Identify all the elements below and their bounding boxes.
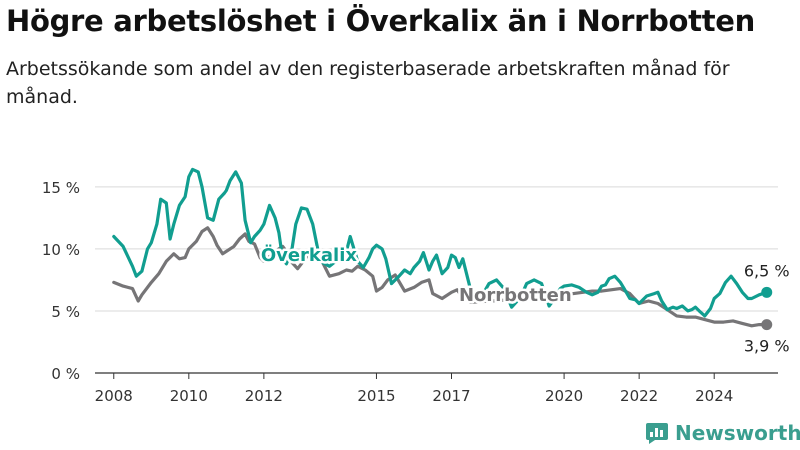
y-tick-label: 5 % [51,303,80,321]
x-tick-label: 2012 [245,387,283,405]
brand-name: Newsworthy [675,421,800,445]
x-tick-label: 2022 [620,387,658,405]
series-label-norrbotten: Norrbotten [459,285,572,306]
end-label-norrbotten: 3,9 % [744,337,790,356]
chart-title: Högre arbetslöshet i Överkalix än i Norr… [6,4,756,38]
x-tick-label: 2010 [170,387,208,405]
end-marker-norrbotten [761,319,773,331]
series-label-overkalix: Överkalix [261,244,358,266]
x-tick-label: 2020 [545,387,583,405]
chart-subtitle: Arbetssökande som andel av den registerb… [6,58,730,108]
x-tick-label: 2008 [95,387,133,405]
y-tick-label: 15 % [42,179,80,197]
end-marker-overkalix [761,286,773,298]
series-line-norrbotten [112,226,769,328]
x-tick-label: 2017 [432,387,470,405]
y-tick-label: 0 % [51,365,80,383]
brand-logo[interactable]: Newsworthy [645,419,800,447]
end-label-overkalix: 6,5 % [744,261,790,280]
series-line-overkalix [112,167,769,318]
newsworthy-logo-icon [646,423,668,444]
y-tick-label: 10 % [42,241,80,259]
x-tick-label: 2015 [357,387,395,405]
x-tick-label: 2024 [695,387,733,405]
